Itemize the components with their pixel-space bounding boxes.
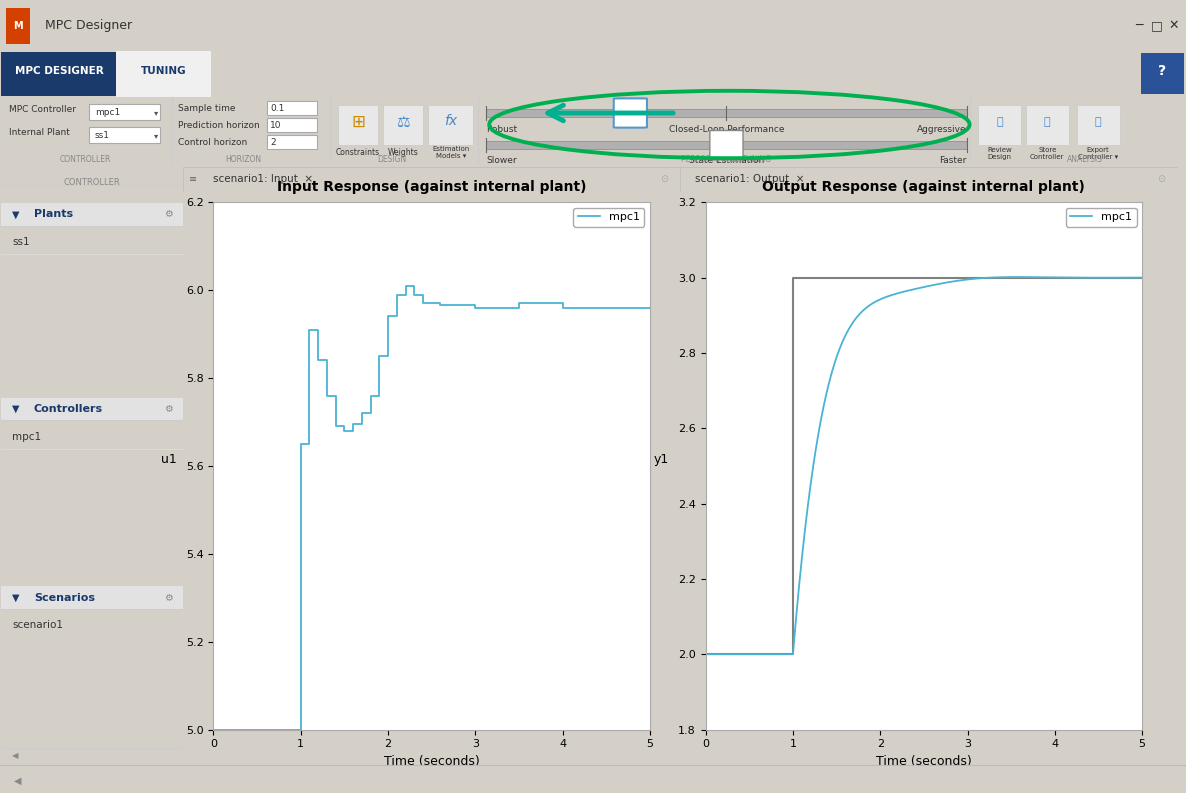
Text: M: M <box>13 21 23 31</box>
Text: Closed-Loop Performance: Closed-Loop Performance <box>669 125 784 134</box>
Text: Internal Plant: Internal Plant <box>9 128 70 136</box>
Text: State Estimation: State Estimation <box>689 156 764 165</box>
Text: 2: 2 <box>270 138 276 147</box>
Text: Robust: Robust <box>486 125 517 134</box>
Text: ◀: ◀ <box>12 751 19 760</box>
Text: Aggressive: Aggressive <box>917 125 967 134</box>
FancyBboxPatch shape <box>1077 105 1120 145</box>
Text: ◀: ◀ <box>14 776 21 785</box>
Text: DESIGN: DESIGN <box>377 155 406 163</box>
FancyBboxPatch shape <box>383 105 423 145</box>
Text: scenario1: scenario1 <box>12 620 63 630</box>
Y-axis label: y1: y1 <box>653 453 669 466</box>
Text: ✕: ✕ <box>1169 19 1179 33</box>
Y-axis label: u1: u1 <box>161 453 177 466</box>
Text: ▾: ▾ <box>154 131 159 140</box>
Text: 0.1: 0.1 <box>270 104 285 113</box>
FancyBboxPatch shape <box>338 105 378 145</box>
Bar <box>486 141 967 149</box>
Text: ss1: ss1 <box>95 131 110 140</box>
FancyBboxPatch shape <box>709 131 742 159</box>
FancyBboxPatch shape <box>614 98 648 128</box>
Text: PERFORMANCE TUNING: PERFORMANCE TUNING <box>681 155 771 163</box>
Text: ⚙: ⚙ <box>164 592 172 603</box>
Text: Constraints: Constraints <box>336 147 381 157</box>
Text: CONTROLLER: CONTROLLER <box>59 155 111 163</box>
X-axis label: Time (seconds): Time (seconds) <box>876 755 971 768</box>
Text: MPC Designer: MPC Designer <box>45 19 132 33</box>
Text: Store
Controller: Store Controller <box>1031 147 1064 160</box>
Text: scenario1: Output  ×: scenario1: Output × <box>695 174 804 184</box>
X-axis label: Time (seconds): Time (seconds) <box>384 755 479 768</box>
Title: Input Response (against internal plant): Input Response (against internal plant) <box>278 180 586 194</box>
Text: MPC DESIGNER: MPC DESIGNER <box>15 67 103 76</box>
Text: Scenarios: Scenarios <box>34 592 95 603</box>
Legend: mpc1: mpc1 <box>1065 208 1136 227</box>
Text: ⊙: ⊙ <box>1158 174 1165 184</box>
Text: Faster: Faster <box>939 156 967 165</box>
Text: Slower: Slower <box>486 156 517 165</box>
Text: ⚙: ⚙ <box>164 404 172 414</box>
Text: □: □ <box>1150 19 1162 33</box>
Bar <box>6 8 30 44</box>
Text: Estimation
Models ▾: Estimation Models ▾ <box>432 146 470 159</box>
Text: Weights: Weights <box>388 147 419 157</box>
Text: ⚙: ⚙ <box>164 209 172 220</box>
Text: Prediction horizon: Prediction horizon <box>178 121 260 129</box>
FancyBboxPatch shape <box>89 105 160 120</box>
FancyBboxPatch shape <box>267 135 317 149</box>
Text: ≡: ≡ <box>189 174 197 184</box>
Bar <box>116 51 211 97</box>
Bar <box>1 52 117 96</box>
Text: Review
Design: Review Design <box>988 147 1012 160</box>
Bar <box>1 586 183 609</box>
Text: 📋: 📋 <box>1095 117 1102 128</box>
Text: 10: 10 <box>270 121 282 129</box>
Text: Controllers: Controllers <box>34 404 103 414</box>
FancyBboxPatch shape <box>267 118 317 132</box>
FancyBboxPatch shape <box>267 101 317 115</box>
Title: Output Response (against internal plant): Output Response (against internal plant) <box>763 180 1085 194</box>
Text: mpc1: mpc1 <box>95 108 120 117</box>
Bar <box>486 109 967 117</box>
Text: ?: ? <box>1159 64 1166 79</box>
FancyBboxPatch shape <box>978 105 1021 145</box>
Text: mpc1: mpc1 <box>12 431 42 442</box>
Text: ▼: ▼ <box>12 209 20 220</box>
Text: ⊙: ⊙ <box>661 174 668 184</box>
Legend: mpc1: mpc1 <box>573 208 644 227</box>
Text: Control horizon: Control horizon <box>178 138 247 147</box>
Text: Plants: Plants <box>34 209 74 220</box>
Text: ss1: ss1 <box>12 237 30 247</box>
Text: HORIZON: HORIZON <box>225 155 261 163</box>
Text: ▼: ▼ <box>12 592 20 603</box>
FancyBboxPatch shape <box>428 105 473 145</box>
FancyBboxPatch shape <box>89 127 160 143</box>
Text: ⚖: ⚖ <box>396 115 410 130</box>
Text: ANALYSIS: ANALYSIS <box>1067 155 1103 163</box>
Text: scenario1: Input  ×: scenario1: Input × <box>212 174 313 184</box>
Text: ▾: ▾ <box>154 108 159 117</box>
Text: 📋: 📋 <box>1044 117 1051 128</box>
Text: ▼: ▼ <box>12 404 20 414</box>
Bar <box>1141 53 1184 94</box>
Text: ─: ─ <box>1135 19 1142 33</box>
Text: Sample time: Sample time <box>178 104 235 113</box>
Text: 📋: 📋 <box>996 117 1003 128</box>
Bar <box>1 397 183 420</box>
Bar <box>1 203 183 226</box>
FancyBboxPatch shape <box>1026 105 1069 145</box>
Text: CONTROLLER: CONTROLLER <box>64 178 120 187</box>
Text: fx: fx <box>444 114 458 128</box>
Text: ⊞: ⊞ <box>351 113 365 132</box>
Text: MPC Controller: MPC Controller <box>9 105 76 114</box>
Text: Export
Controller ▾: Export Controller ▾ <box>1078 147 1118 160</box>
Text: TUNING: TUNING <box>141 67 186 76</box>
